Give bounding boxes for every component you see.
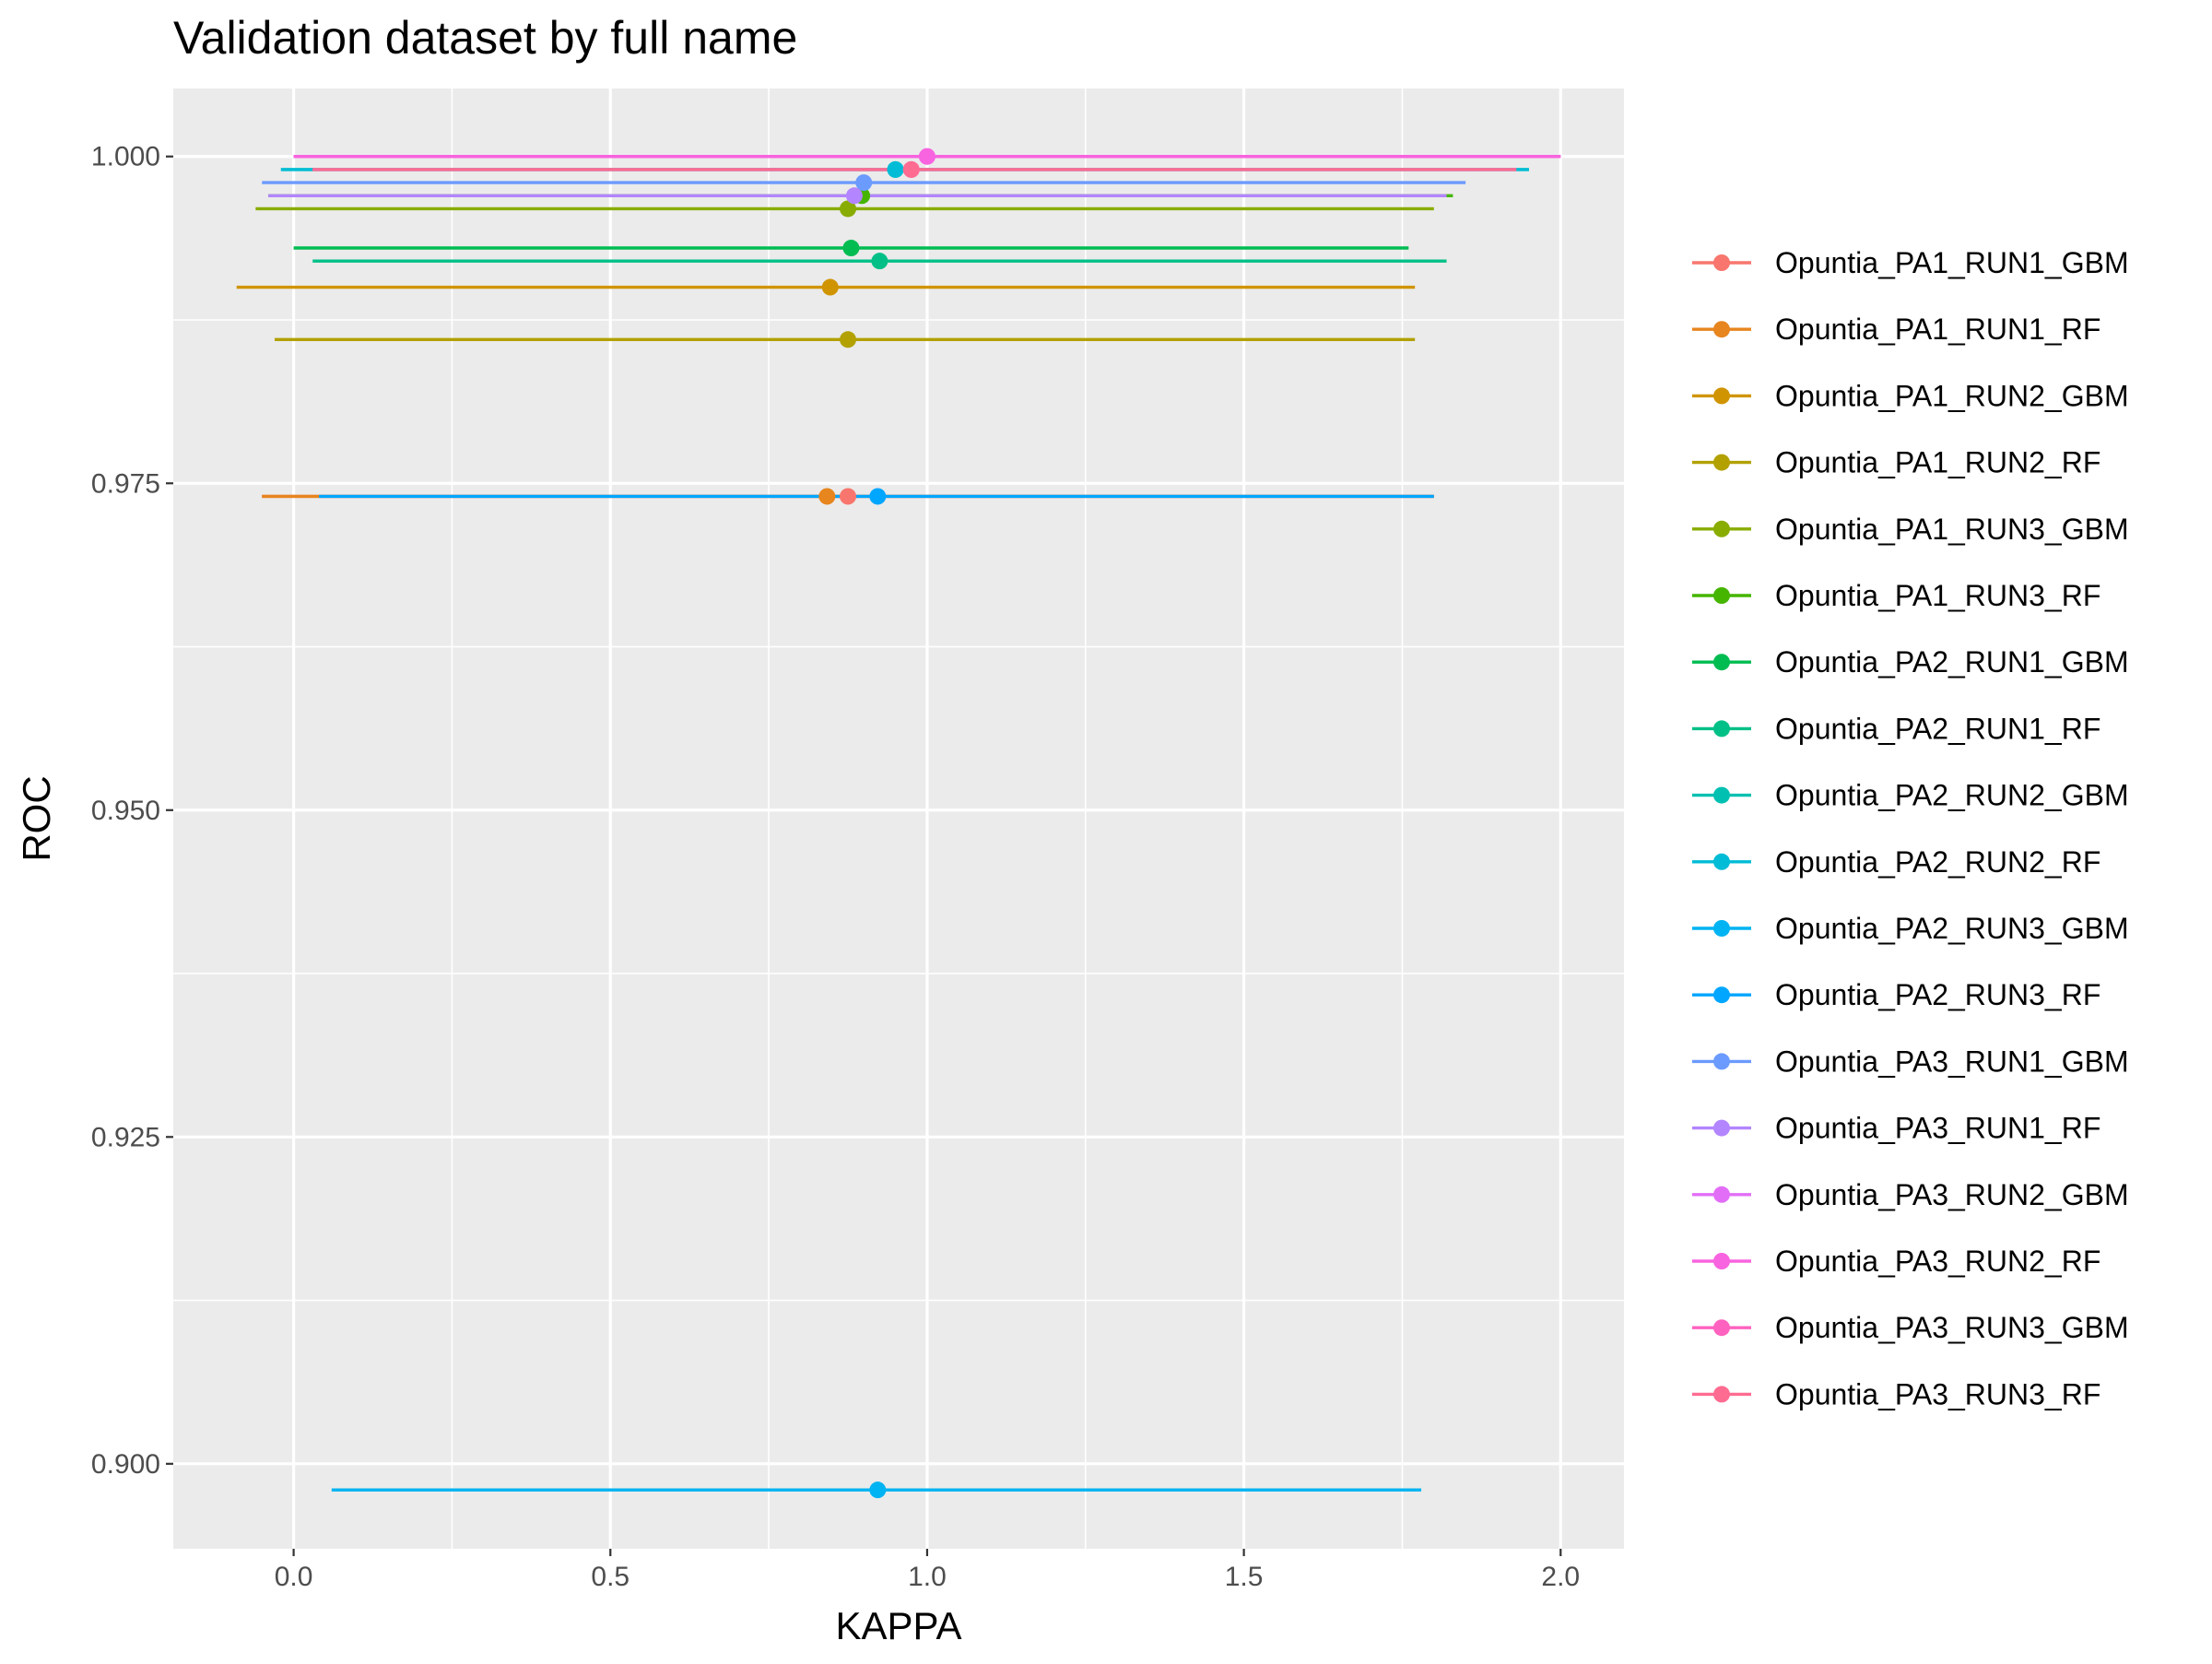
legend-label: Opuntia_PA2_RUN1_RF <box>1775 712 2100 745</box>
x-tick-label: 1.0 <box>908 1562 947 1592</box>
legend-key-point <box>1713 720 1730 738</box>
data-point <box>887 160 904 178</box>
legend-label: Opuntia_PA2_RUN3_RF <box>1775 978 2100 1011</box>
data-point <box>840 200 857 218</box>
y-tick-label: 0.900 <box>91 1449 160 1480</box>
legend-key-point <box>1713 654 1730 671</box>
data-point <box>840 488 857 505</box>
x-tick-label: 1.5 <box>1225 1562 1264 1592</box>
legend-key-point <box>1713 853 1730 870</box>
legend-key-point <box>1713 1386 1730 1403</box>
legend-key-point <box>1713 387 1730 405</box>
legend-key-point <box>1713 587 1730 604</box>
legend-label: Opuntia_PA2_RUN3_GBM <box>1775 912 2129 945</box>
legend-key-point <box>1713 1119 1730 1137</box>
legend-key-point <box>1713 321 1730 338</box>
x-axis-label: KAPPA <box>836 1604 962 1647</box>
y-tick-label: 0.925 <box>91 1122 160 1152</box>
legend-label: Opuntia_PA3_RUN3_GBM <box>1775 1311 2129 1344</box>
legend-key-point <box>1713 1253 1730 1269</box>
x-tick-label: 2.0 <box>1541 1562 1580 1592</box>
legend-key-point <box>1713 1053 1730 1070</box>
legend-key-point <box>1713 454 1730 471</box>
legend-label: Opuntia_PA1_RUN1_GBM <box>1775 246 2129 279</box>
plot-background <box>173 89 1624 1549</box>
legend-label: Opuntia_PA2_RUN2_RF <box>1775 845 2100 879</box>
legend-label: Opuntia_PA3_RUN1_GBM <box>1775 1044 2129 1078</box>
legend-key-point <box>1713 786 1730 804</box>
legend-label: Opuntia_PA1_RUN1_RF <box>1775 313 2100 346</box>
data-point <box>842 240 860 257</box>
data-point <box>869 1481 887 1499</box>
data-point <box>918 148 935 165</box>
data-point <box>821 278 839 296</box>
plot-area: 0.0 0.5 1.0 1.5 2.0 0.900 0.925 0.950 0.975 1.000 <box>91 89 1624 1592</box>
data-point <box>855 174 873 192</box>
data-point <box>818 488 836 505</box>
legend-label: Opuntia_PA2_RUN1_GBM <box>1775 645 2129 679</box>
chart-title: Validation dataset by full name <box>173 12 797 64</box>
data-point <box>871 253 888 270</box>
data-point <box>869 488 887 505</box>
y-axis-label: ROC <box>15 775 58 861</box>
legend-key-point <box>1713 1186 1730 1203</box>
data-point <box>902 160 920 178</box>
legend-label: Opuntia_PA1_RUN2_GBM <box>1775 379 2129 412</box>
legend-label: Opuntia_PA3_RUN2_RF <box>1775 1245 2100 1278</box>
x-tick-label: 0.0 <box>275 1562 313 1592</box>
legend-label: Opuntia_PA1_RUN3_GBM <box>1775 513 2129 546</box>
legend-key-point <box>1713 920 1730 937</box>
y-tick-label: 0.975 <box>91 468 160 499</box>
y-tick-label: 1.000 <box>91 142 160 172</box>
legend-key-point <box>1713 1319 1730 1337</box>
legend-label: Opuntia_PA3_RUN2_GBM <box>1775 1178 2129 1211</box>
y-tick-label: 0.950 <box>91 796 160 826</box>
legend-label: Opuntia_PA3_RUN3_RF <box>1775 1377 2100 1410</box>
legend-key-point <box>1713 520 1730 537</box>
legend-key-point <box>1713 254 1730 271</box>
data-point <box>845 187 863 205</box>
legend-label: Opuntia_PA1_RUN3_RF <box>1775 579 2100 612</box>
legend: Opuntia_PA1_RUN1_GBM Opuntia_PA1_RUN1_RF O… <box>1692 246 2129 1410</box>
x-tick-label: 0.5 <box>591 1562 629 1592</box>
legend-label: Opuntia_PA3_RUN1_RF <box>1775 1112 2100 1145</box>
legend-key-point <box>1713 986 1730 1004</box>
legend-label: Opuntia_PA2_RUN2_GBM <box>1775 779 2129 812</box>
legend-label: Opuntia_PA1_RUN2_RF <box>1775 446 2100 479</box>
data-point <box>840 331 857 348</box>
